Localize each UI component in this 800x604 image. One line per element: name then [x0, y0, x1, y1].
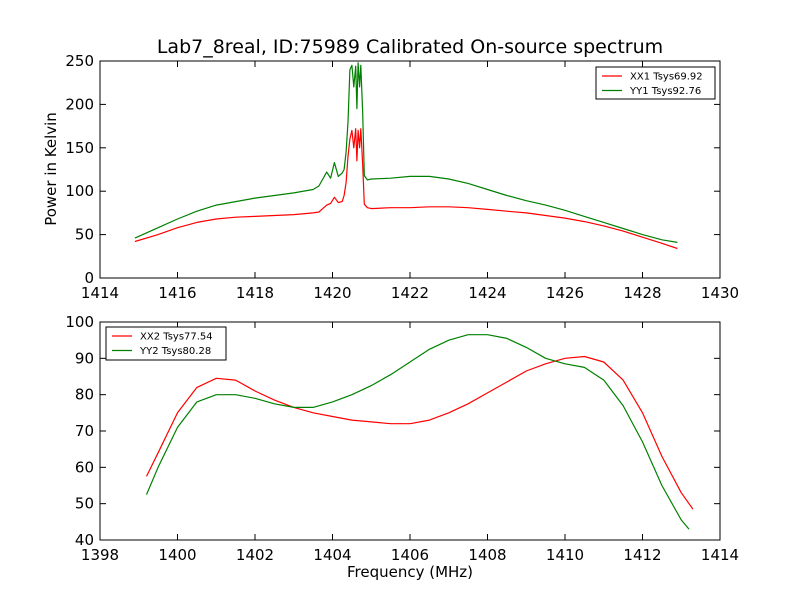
series-line-2-2	[145, 334, 690, 530]
bottom-panel: 1398 1400 1402 1404 1406 1408 1410 1412 1414 40 50…	[65, 313, 739, 564]
legend-box	[595, 66, 716, 100]
y-tick-label: 90	[75, 349, 94, 367]
legend-label: YY1 Tsys92.76	[629, 86, 701, 97]
legend-box	[105, 326, 227, 361]
x-axis-label: Frequency (MHz)	[347, 563, 473, 581]
x-tick-label: 1412	[623, 546, 661, 564]
y-tick-label: 200	[65, 95, 94, 113]
legend-label: XX1 Tsys69.92	[630, 72, 703, 83]
y-tick-label: 70	[75, 422, 94, 440]
x-tick-label: 1414	[701, 546, 739, 564]
y-tick-label: 150	[65, 139, 94, 157]
x-tick-label: 1418	[236, 284, 274, 302]
series-line-1-2	[134, 62, 678, 243]
x-tick-label: 1424	[468, 284, 506, 302]
x-tick-label: 1404	[313, 546, 351, 564]
x-tick-label: 1430	[701, 284, 739, 302]
x-tick-label: 1398	[81, 546, 119, 564]
x-tick-label: 1408	[468, 546, 506, 564]
series-line-1-1	[134, 128, 678, 250]
y-tick-label: 0	[84, 269, 94, 287]
x-tick-label: 1402	[236, 546, 274, 564]
y-axis-label: Power in Kelvin	[42, 112, 60, 226]
y-tick-label: 80	[75, 386, 94, 404]
x-tick-label: 1410	[546, 546, 584, 564]
legend-label: XX2 Tsys77.54	[140, 332, 213, 343]
legend-label: YY2 Tsys80.28	[139, 346, 211, 357]
y-tick-label: 100	[65, 313, 94, 331]
x-tick-label: 1416	[158, 284, 196, 302]
figure-title: Lab7_8real, ID:75989 Calibrated On-sourc…	[157, 36, 663, 58]
x-tick-label: 1426	[546, 284, 584, 302]
y-tick-label: 40	[75, 531, 94, 549]
series-line-2-1	[145, 355, 694, 510]
y-tick-label: 50	[75, 226, 94, 244]
x-tick-label: 1400	[158, 546, 196, 564]
x-tick-label: 1406	[391, 546, 429, 564]
y-tick-label: 60	[75, 458, 94, 476]
top-panel: 1414 1416 1418 1420 1422 1424 1426 1428 1430 0 50 1…	[65, 52, 739, 302]
x-tick-label: 1420	[313, 284, 351, 302]
x-tick-label: 1428	[623, 284, 661, 302]
x-tick-label: 1422	[391, 284, 429, 302]
y-tick-label: 250	[65, 52, 94, 70]
y-tick-label: 100	[65, 182, 94, 200]
y-tick-label: 50	[75, 495, 94, 513]
x-tick-label: 1414	[81, 284, 119, 302]
